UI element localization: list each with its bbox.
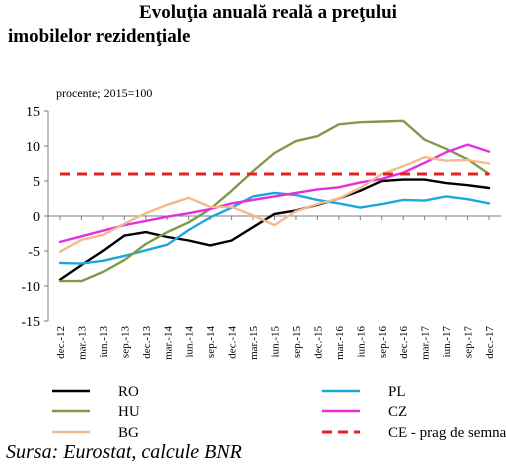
x-tick-label: mar.-14 xyxy=(162,326,174,360)
x-tick-label: dec.-15 xyxy=(312,326,324,359)
x-tick-label: iun.-15 xyxy=(270,326,282,358)
series-line-ro xyxy=(58,178,491,281)
x-tick-label: mar.-17 xyxy=(420,326,432,360)
legend-label: CZ xyxy=(388,404,407,420)
x-tick-label: mar.-16 xyxy=(334,326,346,360)
x-tick-label: sep.-16 xyxy=(377,326,389,359)
y-tick-label: -15 xyxy=(21,315,40,330)
x-tick-label: sep.-14 xyxy=(205,326,217,359)
x-tick-label: dec.-13 xyxy=(141,326,153,359)
x-tick-label: iun.-16 xyxy=(355,326,367,358)
series-line-cz xyxy=(58,143,491,244)
x-tick-label: iun.-17 xyxy=(441,326,453,358)
legend-label: PL xyxy=(388,384,406,400)
y-tick-label: -5 xyxy=(28,245,40,260)
y-tick-label: -10 xyxy=(21,280,40,295)
legend-label: CE - prag de semnal xyxy=(388,425,506,441)
x-tick-label: sep.-15 xyxy=(291,326,303,359)
x-tick-label: iun.-14 xyxy=(184,326,196,358)
series-line-pl xyxy=(58,191,491,265)
series-line-bg xyxy=(58,155,491,253)
y-tick-label: 5 xyxy=(33,175,40,190)
chart-title-line2: imobilelor rezidenţiale xyxy=(8,26,191,47)
x-tick-label: dec.-17 xyxy=(484,326,496,359)
legend-label: HU xyxy=(118,404,140,420)
source-note: Sursa: Eurostat, calcule BNR xyxy=(6,441,242,463)
x-tick-label: iun.-13 xyxy=(98,326,110,358)
x-tick-label: sep.-17 xyxy=(463,326,475,359)
x-tick-label: mar.-15 xyxy=(248,326,260,360)
legend-label: RO xyxy=(118,384,139,400)
x-tick-label: dec.-16 xyxy=(398,326,410,359)
y-tick-label: 15 xyxy=(26,105,40,120)
x-tick-label: dec.-14 xyxy=(227,326,239,359)
y-tick-label: 10 xyxy=(26,140,40,155)
y-tick-label: 0 xyxy=(33,210,40,225)
series-line-hu xyxy=(58,119,491,283)
x-tick-label: dec.-12 xyxy=(55,326,67,359)
legend-label: BG xyxy=(118,425,139,441)
x-tick-label: sep.-13 xyxy=(119,326,131,359)
chart-title-line1: Evoluţia anuală reală a preţului xyxy=(139,2,397,23)
x-tick-label: mar.-13 xyxy=(76,326,88,360)
unit-label: procente; 2015=100 xyxy=(56,86,153,100)
